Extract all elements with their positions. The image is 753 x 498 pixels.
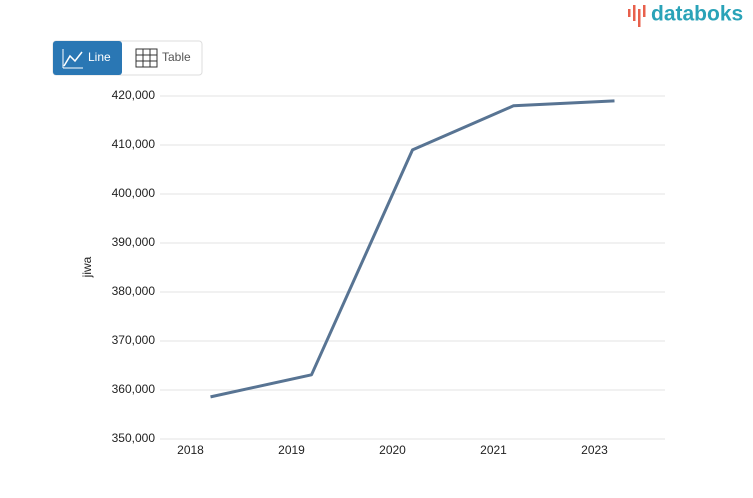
line <box>210 99 615 399</box>
y-tick-label: 410,000 <box>112 137 156 151</box>
view-toggle[interactable]: Line Table <box>52 40 203 76</box>
y-tick-label: 360,000 <box>112 382 156 396</box>
y-axis-label: jiwa <box>80 256 94 278</box>
y-tick-label: 390,000 <box>112 235 156 249</box>
x-tick-label: 2020 <box>379 443 406 457</box>
y-tick-label: 400,000 <box>112 186 156 200</box>
x-tick-label: 2019 <box>278 443 305 457</box>
x-tick-label: 2018 <box>177 443 204 457</box>
table-label[interactable]: Table <box>162 50 191 64</box>
y-tick-label: 350,000 <box>112 431 156 445</box>
x-tick-label: 2021 <box>480 443 507 457</box>
brand: databoks <box>651 3 743 26</box>
table-icon[interactable] <box>135 48 158 68</box>
line-label[interactable]: Line <box>88 50 111 64</box>
line-button[interactable] <box>53 41 122 75</box>
x-tick-label: 2023 <box>581 443 608 457</box>
logo: databoks <box>628 3 743 27</box>
y-tick-label: 370,000 <box>112 333 156 347</box>
y-tick-label: 380,000 <box>112 284 156 298</box>
y-tick-label: 420,000 <box>112 88 156 102</box>
